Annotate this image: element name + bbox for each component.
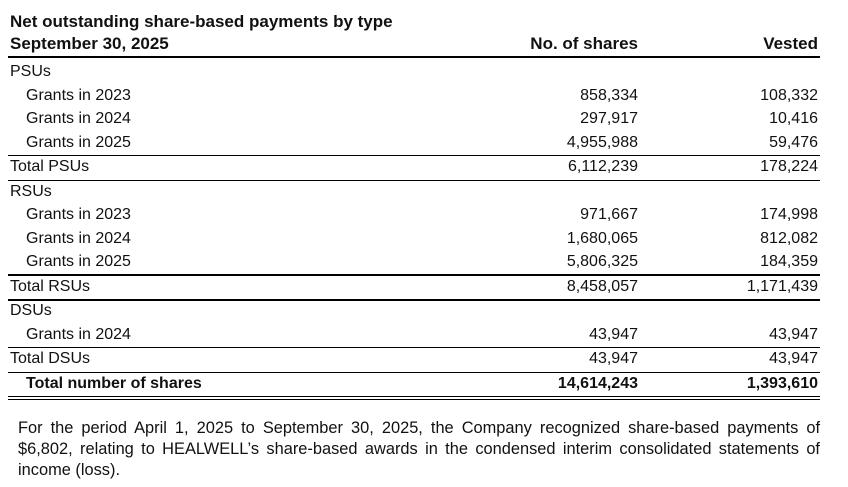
total-vested: 43,947 [769,350,818,367]
vested-heading: Vested [763,34,818,53]
grant-label: Grants in 2024 [26,110,131,128]
section-title: DSUs [10,302,52,319]
note: For the period April 1, 2025 to Septembe… [18,419,820,479]
total-vested: 1,171,439 [746,277,818,295]
grant-label: Grants in 2024 [26,325,131,343]
grant-label: Grants in 2024 [26,229,131,247]
grant-vested: 59,476 [769,133,818,151]
grant-vested: 10,416 [769,110,818,128]
rule [8,398,820,400]
total-label: Total RSUs [10,277,91,295]
rule [8,395,820,397]
rule [8,154,820,156]
grant-shares: 1,680,065 [566,229,638,247]
grand-total-shares: 14,614,243 [557,375,638,392]
header-rule [8,56,820,58]
grant-shares: 43,947 [589,325,638,343]
grant-shares: 858,334 [580,86,638,104]
grant-label: Grants in 2023 [26,86,131,104]
grant-shares: 971,667 [580,206,638,224]
total-vested: 178,224 [760,158,818,175]
grant-shares: 5,806,325 [566,253,638,271]
total-label: Total DSUs [10,350,91,367]
total-shares: 43,947 [589,350,638,367]
rule [8,179,820,181]
grant-vested: 184,359 [760,253,818,271]
grant-label: Grants in 2025 [26,133,131,151]
grant-vested: 174,998 [760,206,818,224]
grant-vested: 812,082 [760,229,818,247]
grand-total-label: Total number of shares [26,375,202,392]
grant-shares: 297,917 [580,110,638,128]
rule [8,371,820,373]
grant-label: Grants in 2025 [26,253,131,271]
grant-label: Grants in 2023 [26,206,131,224]
section-title: PSUs [10,63,51,80]
section-title: RSUs [10,182,52,200]
shares-heading: No. of shares [530,34,638,53]
grant-vested: 108,332 [760,86,818,104]
rule [8,274,820,276]
date-heading: September 30, 2025 [10,34,169,53]
grand-total-vested: 1,393,610 [746,375,818,392]
grant-vested: 43,947 [769,325,818,343]
total-shares: 6,112,239 [568,158,638,175]
grant-shares: 4,955,988 [566,133,638,151]
rule [8,346,820,348]
total-label: Total PSUs [10,158,90,175]
total-shares: 8,458,057 [566,277,638,295]
rule [8,299,820,301]
title: Net outstanding share-based payments by … [10,12,393,31]
